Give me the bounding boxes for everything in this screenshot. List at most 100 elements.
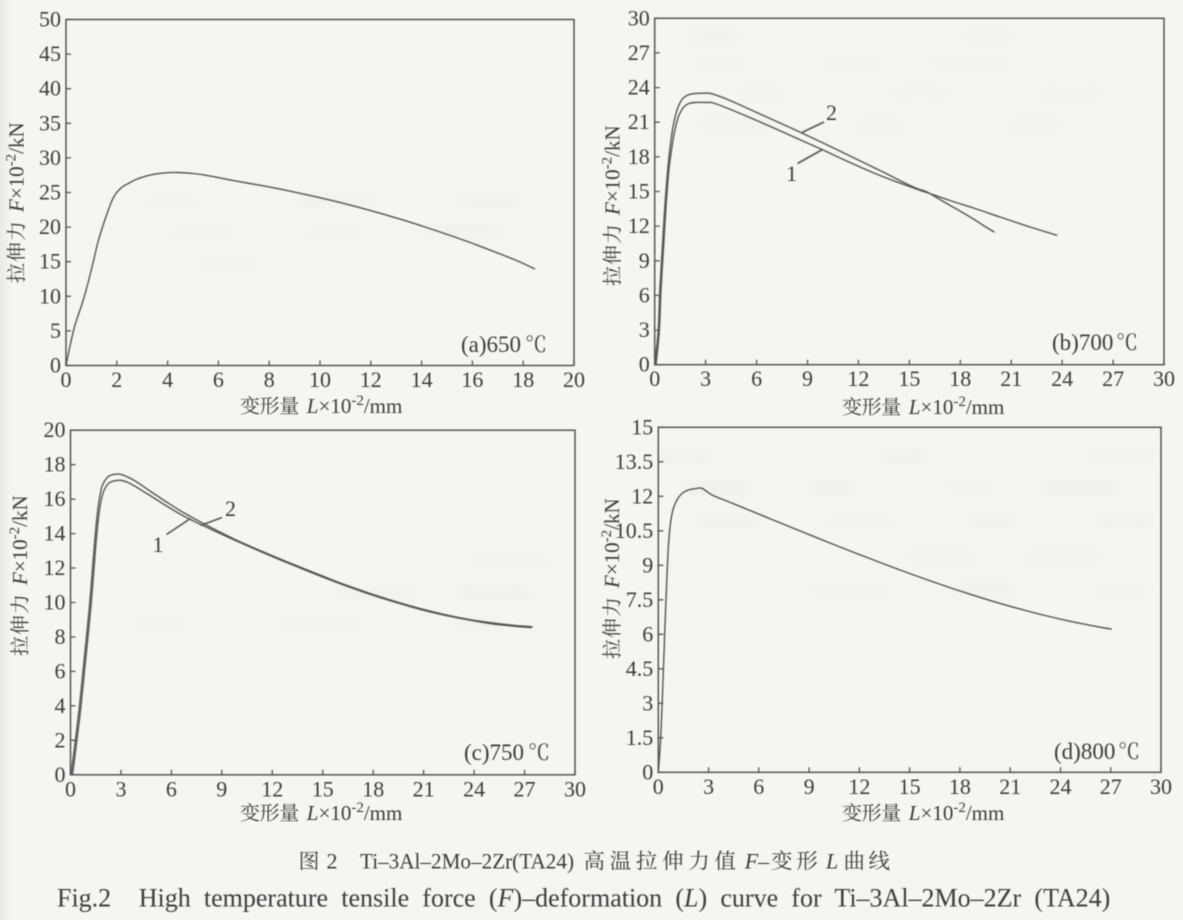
svg-text:2: 2	[111, 367, 122, 392]
svg-text:10: 10	[309, 367, 331, 392]
svg-text:10.5: 10.5	[615, 518, 654, 543]
svg-text:21: 21	[1000, 366, 1022, 391]
svg-text:1.5: 1.5	[626, 725, 654, 750]
svg-text:0: 0	[65, 776, 76, 801]
svg-text:18: 18	[949, 774, 971, 799]
svg-text:4.5: 4.5	[626, 656, 654, 681]
svg-text:27: 27	[514, 776, 536, 801]
svg-text:0: 0	[639, 352, 650, 377]
svg-text:24: 24	[1051, 366, 1073, 391]
svg-text:30: 30	[1150, 774, 1172, 799]
svg-text:0: 0	[50, 353, 61, 378]
svg-text:0: 0	[649, 366, 660, 391]
svg-text:25: 25	[39, 180, 61, 205]
svg-text:27: 27	[1102, 366, 1124, 391]
svg-text:(a)650: (a)650	[461, 332, 521, 357]
svg-text:20: 20	[563, 367, 585, 392]
svg-text:20: 20	[39, 214, 61, 239]
svg-text:6: 6	[753, 774, 764, 799]
svg-text:18: 18	[628, 144, 650, 169]
svg-text:(b)700: (b)700	[1052, 330, 1113, 355]
svg-text:2: 2	[55, 727, 66, 752]
svg-text:High temperature tensile force: High temperature tensile force (F)–defor…	[139, 884, 1111, 913]
svg-text:21: 21	[999, 774, 1021, 799]
svg-text:12: 12	[631, 483, 653, 508]
svg-text:18: 18	[362, 776, 384, 801]
svg-text:14: 14	[411, 367, 433, 392]
svg-text:6: 6	[639, 282, 650, 307]
svg-text:F×10-2/kN: F×10-2/kN	[599, 498, 624, 589]
svg-text:10: 10	[44, 590, 66, 615]
svg-text:6: 6	[55, 658, 66, 683]
svg-text:3: 3	[642, 690, 653, 715]
svg-text:10: 10	[39, 283, 61, 308]
svg-text:9: 9	[804, 774, 815, 799]
svg-text:8: 8	[264, 367, 275, 392]
svg-text:20: 20	[44, 417, 66, 442]
svg-text:13.5: 13.5	[615, 449, 654, 474]
svg-text:L×10-2/mm: L×10-2/mm	[306, 800, 403, 825]
svg-text:15: 15	[898, 366, 920, 391]
svg-text:45: 45	[39, 41, 61, 66]
svg-text:30: 30	[39, 145, 61, 170]
svg-text:12: 12	[261, 776, 283, 801]
svg-text:(d)800: (d)800	[1054, 739, 1115, 764]
svg-text:30: 30	[1153, 366, 1175, 391]
svg-text:15: 15	[899, 774, 921, 799]
svg-text:24: 24	[1050, 774, 1072, 799]
svg-text:18: 18	[512, 367, 534, 392]
svg-text:Ti–3Al–2Mo–2Zr(TA24): Ti–3Al–2Mo–2Zr(TA24)	[360, 849, 574, 874]
svg-text:30: 30	[564, 776, 586, 801]
svg-text:12: 12	[44, 555, 66, 580]
svg-text:9: 9	[639, 248, 650, 273]
svg-text:9: 9	[642, 552, 653, 577]
svg-text:14: 14	[44, 521, 66, 546]
svg-text:9: 9	[216, 776, 227, 801]
svg-text:30: 30	[628, 5, 650, 30]
svg-text:3: 3	[703, 774, 714, 799]
svg-text:L×10-2/mm: L×10-2/mm	[306, 393, 403, 418]
svg-text:F×10-2/kN: F×10-2/kN	[7, 495, 32, 586]
svg-text:6: 6	[213, 367, 224, 392]
svg-text:2: 2	[225, 496, 236, 521]
svg-text:1: 1	[786, 161, 797, 186]
svg-text:3: 3	[700, 366, 711, 391]
svg-text:4: 4	[162, 367, 173, 392]
svg-text:40: 40	[39, 76, 61, 101]
svg-text:18: 18	[44, 452, 66, 477]
svg-text:5: 5	[50, 318, 61, 343]
svg-text:15: 15	[631, 414, 653, 439]
svg-text:27: 27	[1100, 774, 1122, 799]
svg-text:0: 0	[55, 762, 66, 787]
svg-text:6: 6	[751, 366, 762, 391]
svg-text:15: 15	[628, 179, 650, 204]
svg-text:2: 2	[826, 100, 837, 125]
svg-text:Fig.2: Fig.2	[57, 884, 111, 913]
svg-text:(c)750: (c)750	[464, 740, 524, 765]
svg-text:21: 21	[413, 776, 435, 801]
svg-text:0: 0	[642, 759, 653, 784]
svg-text:6: 6	[166, 776, 177, 801]
svg-text:35: 35	[39, 110, 61, 135]
svg-text:4: 4	[55, 693, 66, 718]
svg-text:12: 12	[628, 213, 650, 238]
svg-text:F×10-2/kN: F×10-2/kN	[4, 122, 29, 213]
svg-text:0: 0	[61, 367, 72, 392]
svg-text:15: 15	[39, 249, 61, 274]
svg-text:24: 24	[628, 75, 650, 100]
svg-text:16: 16	[461, 367, 483, 392]
svg-text:L: L	[825, 849, 838, 874]
svg-text:F–: F–	[744, 849, 770, 874]
svg-text:9: 9	[802, 366, 813, 391]
svg-text:1: 1	[153, 532, 164, 557]
svg-text:12: 12	[848, 774, 870, 799]
svg-text:15: 15	[312, 776, 334, 801]
svg-text:2: 2	[327, 849, 338, 874]
svg-text:6: 6	[642, 621, 653, 646]
svg-text:3: 3	[639, 317, 650, 342]
svg-text:F×10-2/kN: F×10-2/kN	[600, 125, 625, 216]
svg-text:12: 12	[360, 367, 382, 392]
svg-text:3: 3	[116, 776, 127, 801]
svg-text:12: 12	[847, 366, 869, 391]
svg-text:24: 24	[463, 776, 485, 801]
